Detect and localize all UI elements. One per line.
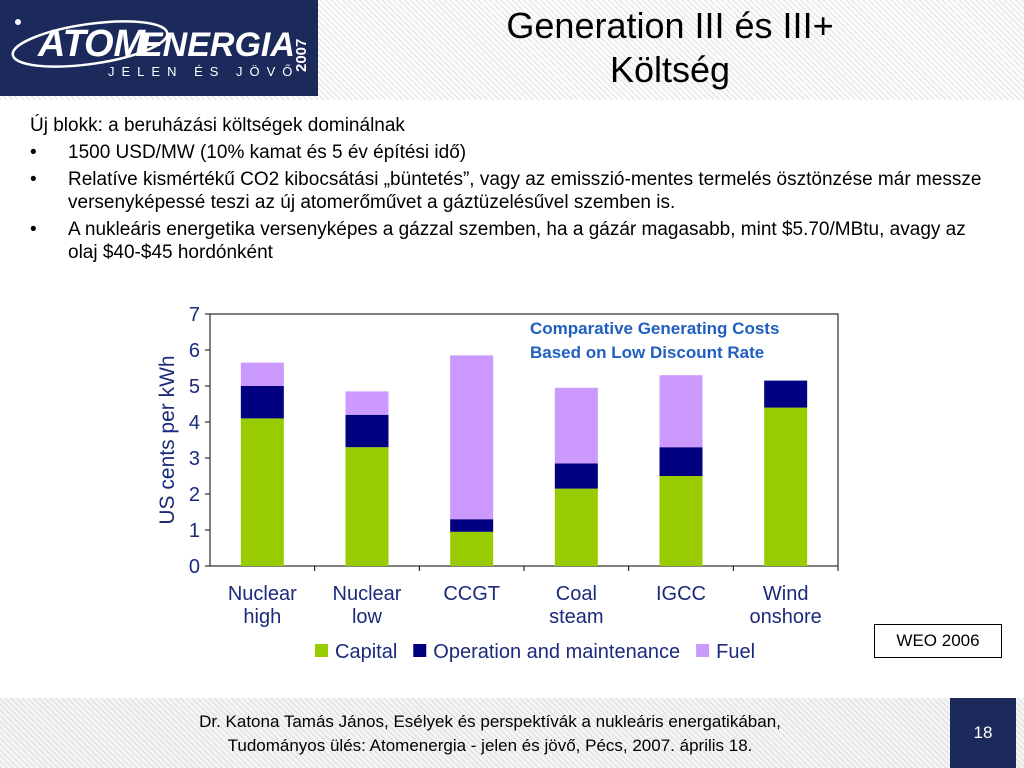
slide-title: Generation III és III+ Költség: [420, 4, 920, 92]
y-tick-label: 2: [189, 484, 200, 506]
bullet-icon: •: [30, 169, 37, 190]
x-tick-label: low: [352, 606, 383, 628]
bar-segment: [764, 407, 808, 566]
x-tick-label: Nuclear: [333, 583, 402, 605]
source-label: WEO 2006: [874, 624, 1002, 658]
legend-swatch: [696, 644, 710, 657]
bullet-text: A nukleáris energetika versenyképes a gá…: [68, 219, 966, 263]
logo-brand-rest: ENERGIA: [140, 26, 295, 64]
cost-chart: 0 1 2 3 4 5 6 7 US cents per kWh Nuclear high Nucle…: [140, 298, 880, 674]
bullet-icon: •: [30, 142, 37, 163]
y-tick-label: 3: [189, 448, 200, 470]
bullet-text: 1500 USD/MW (10% kamat és 5 év építési i…: [68, 142, 467, 163]
y-tick-label: 1: [189, 520, 200, 542]
footer-text: Dr. Katona Tamás János, Esélyek és persp…: [140, 710, 840, 758]
y-tick-label: 7: [189, 304, 200, 326]
bar-segment: [240, 362, 284, 386]
x-tick-label: Coal: [556, 583, 597, 605]
bar-segment: [345, 391, 389, 415]
list-item: • A nukleáris energetika versenyképes a g…: [30, 218, 990, 264]
bullet-list: • 1500 USD/MW (10% kamat és 5 év építési …: [30, 141, 990, 264]
chart-title-line: Based on Low Discount Rate: [530, 343, 764, 362]
atomenergia-logo: AT OM ENERGIA JELEN ÉS JÖVŐ 2007: [0, 0, 318, 96]
bar-segment: [450, 355, 494, 520]
logo-brand-at: AT: [37, 23, 89, 65]
intro-text: Új blokk: a beruházási költségek dominál…: [30, 115, 405, 136]
slide-footer: Dr. Katona Tamás János, Esélyek és persp…: [0, 698, 1024, 768]
atom-orbit-icon: AT OM ENERGIA JELEN ÉS JÖVŐ 2007: [11, 19, 310, 79]
x-tick-label: IGCC: [656, 583, 706, 605]
page-number: 18: [950, 698, 1016, 768]
x-tick-label: Wind: [763, 583, 809, 605]
bullet-icon: •: [30, 219, 37, 240]
list-item: • 1500 USD/MW (10% kamat és 5 év építési …: [30, 141, 990, 164]
y-tick-label: 0: [189, 556, 200, 578]
bar-segment: [659, 447, 703, 476]
bar-segment: [554, 488, 598, 566]
slide-body: Új blokk: a beruházási költségek dominál…: [30, 114, 990, 268]
logo-brand-om: OM: [84, 23, 147, 65]
legend-swatch: [413, 644, 427, 657]
bar-segment: [345, 447, 389, 566]
footer-line1: Dr. Katona Tamás János, Esélyek és persp…: [199, 712, 781, 731]
chart-title-line: Comparative Generating Costs: [530, 319, 779, 338]
bar-segment: [764, 380, 808, 408]
y-axis-label: US cents per kWh: [156, 355, 179, 524]
y-tick-label: 6: [189, 340, 200, 362]
bar-segment: [345, 414, 389, 448]
bar-segment: [240, 386, 284, 419]
bar-segment: [554, 463, 598, 489]
x-tick-label: steam: [549, 606, 603, 628]
footer-line2: Tudományos ülés: Atomenergia - jelen és …: [227, 736, 753, 755]
x-tick-label: onshore: [750, 606, 822, 628]
legend-label: Operation and maintenance: [433, 641, 680, 663]
x-tick-label: CCGT: [443, 583, 500, 605]
bar-segment: [450, 531, 494, 566]
y-tick-label: 4: [189, 412, 200, 434]
bar-segment: [450, 519, 494, 532]
legend-label: Capital: [335, 641, 397, 663]
logo-tagline: JELEN ÉS JÖVŐ: [108, 64, 299, 79]
x-tick-label: high: [243, 606, 281, 628]
legend-swatch: [315, 644, 328, 657]
y-tick-label: 5: [189, 376, 200, 398]
bullet-text: Relatíve kismértékű CO2 kibocsátási „bün…: [68, 169, 982, 213]
bar-segment: [240, 418, 284, 566]
bar-segment: [659, 375, 703, 448]
legend-label: Fuel: [716, 641, 755, 663]
list-item: • Relatíve kismértékű CO2 kibocsátási „bü…: [30, 168, 990, 214]
slide-title-line2: Költség: [609, 49, 731, 90]
bar-segment: [659, 476, 703, 566]
slide-header: AT OM ENERGIA JELEN ÉS JÖVŐ 2007 Generat…: [0, 0, 1024, 100]
bar-segment: [554, 387, 598, 464]
x-tick-label: Nuclear: [228, 583, 297, 605]
logo-year: 2007: [293, 39, 310, 72]
slide-title-line1: Generation III és III+: [506, 5, 834, 46]
